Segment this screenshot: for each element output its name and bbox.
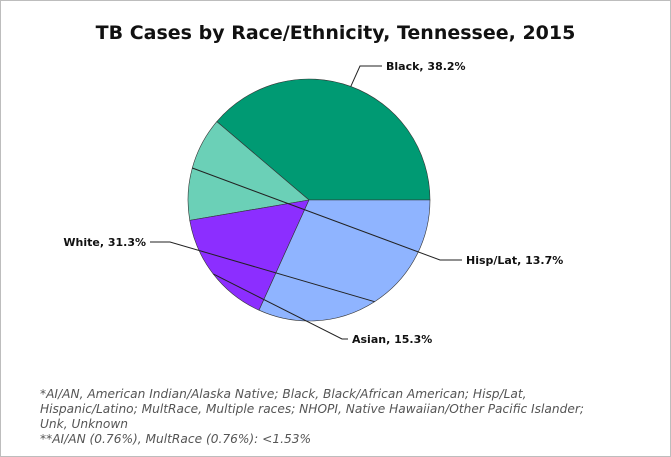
slice-label: Black, 38.2% (386, 60, 466, 73)
footnote-line-1: *AI/AN, American Indian/Alaska Native; B… (40, 387, 527, 401)
leader-line (192, 167, 462, 261)
slice-label: Asian, 15.3% (352, 333, 432, 346)
chart-title: TB Cases by Race/Ethnicity, Tennessee, 2… (95, 22, 576, 44)
leader-line (150, 241, 375, 303)
leader-line (212, 273, 348, 340)
footnote: *AI/AN, American Indian/Alaska Native; B… (40, 387, 660, 447)
footnote-line-3: Unk, Unknown (40, 417, 129, 431)
footnote-line-4: **AI/AN (0.76%), MultRace (0.76%): <1.53… (40, 432, 312, 446)
slice-label: Hisp/Lat, 13.7% (466, 254, 563, 267)
slice-label: White, 31.3% (63, 236, 146, 249)
pie-slice-black (216, 78, 431, 201)
footnote-line-2: Hispanic/Latino; MultRace, Multiple race… (40, 402, 584, 416)
leader-line (350, 65, 382, 87)
